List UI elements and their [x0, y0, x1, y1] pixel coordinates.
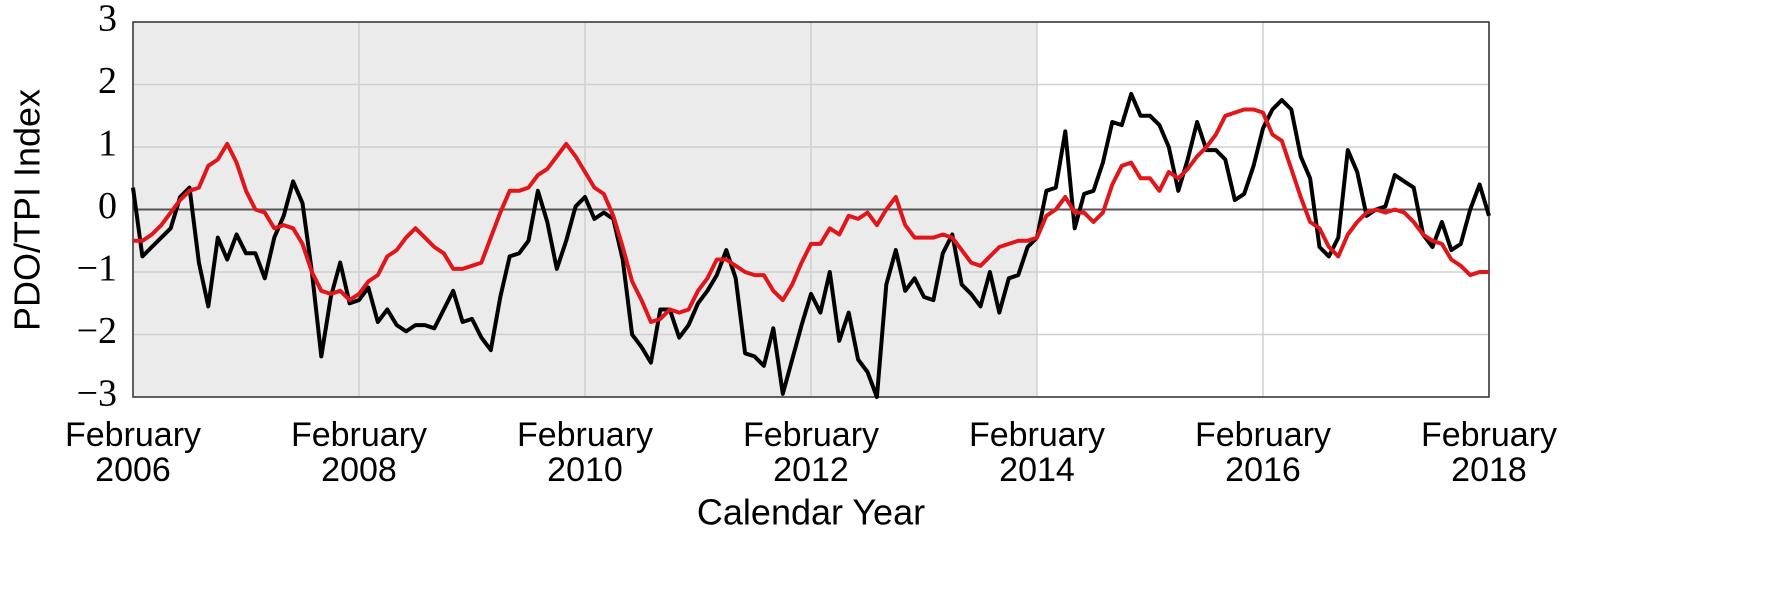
y-axis-label: PDO/TPI Index	[7, 89, 48, 331]
x-tick-label: February	[65, 416, 201, 454]
x-tick-label: February	[517, 416, 653, 454]
y-tick-label: 3	[98, 0, 117, 40]
y-tick-label: 1	[98, 123, 117, 165]
x-tick-label: 2012	[773, 451, 849, 489]
x-tick-label: February	[1195, 416, 1331, 454]
data-line	[133, 107, 1489, 324]
y-tick-label: −2	[77, 310, 117, 352]
y-tick-label: −3	[77, 373, 117, 415]
y-tick-label: −1	[77, 248, 117, 290]
x-tick-label: February	[291, 416, 427, 454]
x-tick-label: 2010	[547, 451, 623, 489]
x-tick-label: 2006	[95, 451, 171, 489]
data-line	[131, 91, 1491, 399]
y-tick-label: 0	[98, 185, 117, 227]
y-tick-label: 2	[98, 60, 117, 102]
x-tick-label: 2018	[1451, 451, 1527, 489]
x-tick-label: 2014	[999, 451, 1075, 489]
x-tick-label: February	[969, 416, 1105, 454]
x-tick-label: February	[743, 416, 879, 454]
x-tick-label: 2016	[1225, 451, 1301, 489]
x-axis-label: Calendar Year	[697, 492, 925, 533]
x-tick-label: February	[1421, 416, 1557, 454]
x-tick-label: 2008	[321, 451, 397, 489]
